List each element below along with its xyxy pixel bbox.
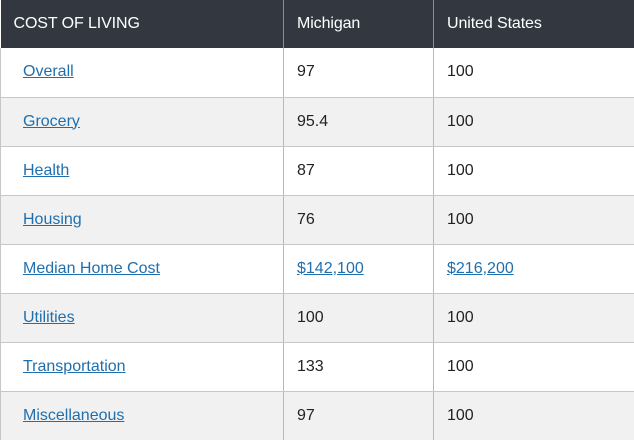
michigan-value-cell: $142,100 bbox=[283, 244, 434, 294]
us-value: 100 bbox=[433, 293, 634, 343]
us-value: 100 bbox=[433, 97, 634, 147]
transportation-link[interactable]: Transportation bbox=[23, 357, 126, 375]
housing-link[interactable]: Housing bbox=[23, 210, 82, 228]
row-label-cell: Miscellaneous bbox=[0, 391, 284, 440]
us-median-home-cost-link[interactable]: $216,200 bbox=[447, 259, 514, 277]
us-value: 100 bbox=[433, 146, 634, 196]
header-united-states: United States bbox=[433, 0, 634, 48]
row-label-cell: Utilities bbox=[0, 293, 284, 343]
miscellaneous-link[interactable]: Miscellaneous bbox=[23, 406, 125, 424]
utilities-link[interactable]: Utilities bbox=[23, 308, 75, 326]
row-label-cell: Housing bbox=[0, 195, 284, 245]
table-row: Transportation 133 100 bbox=[0, 342, 634, 392]
row-label-cell: Median Home Cost bbox=[0, 244, 284, 294]
us-value: 100 bbox=[433, 342, 634, 392]
header-cost-of-living: COST OF LIVING bbox=[0, 0, 284, 48]
us-value: 100 bbox=[433, 391, 634, 440]
us-value-cell: $216,200 bbox=[433, 244, 634, 294]
table-row: Overall 97 100 bbox=[0, 48, 634, 98]
row-label-cell: Transportation bbox=[0, 342, 284, 392]
us-value: 100 bbox=[433, 195, 634, 245]
michigan-value: 97 bbox=[283, 48, 434, 98]
table-row: Utilities 100 100 bbox=[0, 293, 634, 343]
overall-link[interactable]: Overall bbox=[23, 63, 74, 81]
michigan-value: 133 bbox=[283, 342, 434, 392]
grocery-link[interactable]: Grocery bbox=[23, 112, 80, 130]
michigan-value: 95.4 bbox=[283, 97, 434, 147]
median-home-cost-link[interactable]: Median Home Cost bbox=[23, 259, 160, 277]
us-value: 100 bbox=[433, 48, 634, 98]
michigan-value: 87 bbox=[283, 146, 434, 196]
michigan-value: 76 bbox=[283, 195, 434, 245]
header-michigan: Michigan bbox=[283, 0, 434, 48]
michigan-median-home-cost-link[interactable]: $142,100 bbox=[297, 259, 364, 277]
row-label-cell: Health bbox=[0, 146, 284, 196]
header-row: COST OF LIVING Michigan United States bbox=[0, 0, 634, 48]
row-label-cell: Grocery bbox=[0, 97, 284, 147]
table-row: Housing 76 100 bbox=[0, 195, 634, 245]
table-header: COST OF LIVING Michigan United States bbox=[0, 0, 634, 48]
michigan-value: 97 bbox=[283, 391, 434, 440]
table-row: Median Home Cost $142,100 $216,200 bbox=[0, 244, 634, 294]
table-body: Overall 97 100 Grocery 95.4 100 Health 8… bbox=[0, 48, 634, 440]
health-link[interactable]: Health bbox=[23, 161, 70, 179]
michigan-value: 100 bbox=[283, 293, 434, 343]
row-label-cell: Overall bbox=[0, 48, 284, 98]
table-row: Grocery 95.4 100 bbox=[0, 97, 634, 147]
table-row: Health 87 100 bbox=[0, 146, 634, 196]
table-row: Miscellaneous 97 100 bbox=[0, 391, 634, 440]
